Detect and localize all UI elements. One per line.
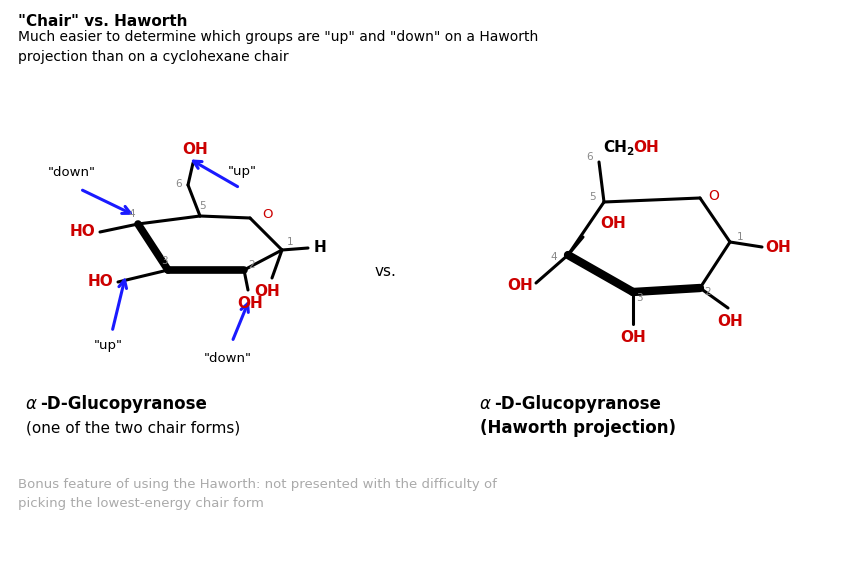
Text: OH: OH (600, 215, 626, 231)
Text: (one of the two chair forms): (one of the two chair forms) (26, 420, 240, 436)
Text: 4: 4 (551, 252, 558, 262)
Text: 5: 5 (589, 192, 596, 202)
Text: 6: 6 (586, 152, 593, 162)
Text: HO: HO (69, 224, 95, 240)
Text: OH: OH (237, 296, 263, 311)
Text: O: O (262, 208, 272, 222)
Text: OH: OH (717, 315, 743, 329)
Text: 3: 3 (161, 256, 168, 266)
Text: OH: OH (507, 278, 533, 293)
Text: 2: 2 (249, 260, 255, 270)
Text: H: H (314, 240, 327, 256)
Text: vs.: vs. (374, 265, 396, 279)
Text: (Haworth projection): (Haworth projection) (480, 419, 676, 437)
Text: Bonus feature of using the Haworth: not presented with the difficulty of
picking: Bonus feature of using the Haworth: not … (18, 478, 497, 509)
Text: 2: 2 (626, 147, 634, 157)
Text: "up": "up" (228, 165, 257, 178)
Text: 4: 4 (129, 209, 135, 219)
Text: 6: 6 (176, 179, 182, 189)
Text: 2: 2 (705, 287, 711, 297)
Text: 5: 5 (199, 201, 206, 211)
Text: α: α (480, 395, 491, 413)
Text: OH: OH (254, 285, 280, 299)
Text: O: O (708, 189, 719, 203)
Text: -D-Glucopyranose: -D-Glucopyranose (40, 395, 207, 413)
Text: Much easier to determine which groups are "up" and "down" on a Haworth
projectio: Much easier to determine which groups ar… (18, 30, 538, 64)
Text: OH: OH (620, 331, 645, 345)
Text: "down": "down" (204, 352, 252, 365)
Text: α: α (26, 395, 37, 413)
Text: OH: OH (182, 141, 208, 157)
Text: "down": "down" (48, 165, 96, 178)
Text: "Chair" vs. Haworth: "Chair" vs. Haworth (18, 14, 188, 29)
Text: -D-Glucopyranose: -D-Glucopyranose (494, 395, 661, 413)
Text: 1: 1 (737, 232, 744, 242)
Text: 3: 3 (635, 293, 642, 303)
Text: "up": "up" (94, 339, 123, 352)
Text: OH: OH (765, 240, 791, 254)
Text: 1: 1 (287, 237, 294, 247)
Text: HO: HO (87, 274, 113, 290)
Text: CH: CH (603, 140, 627, 154)
Text: OH: OH (633, 140, 659, 154)
